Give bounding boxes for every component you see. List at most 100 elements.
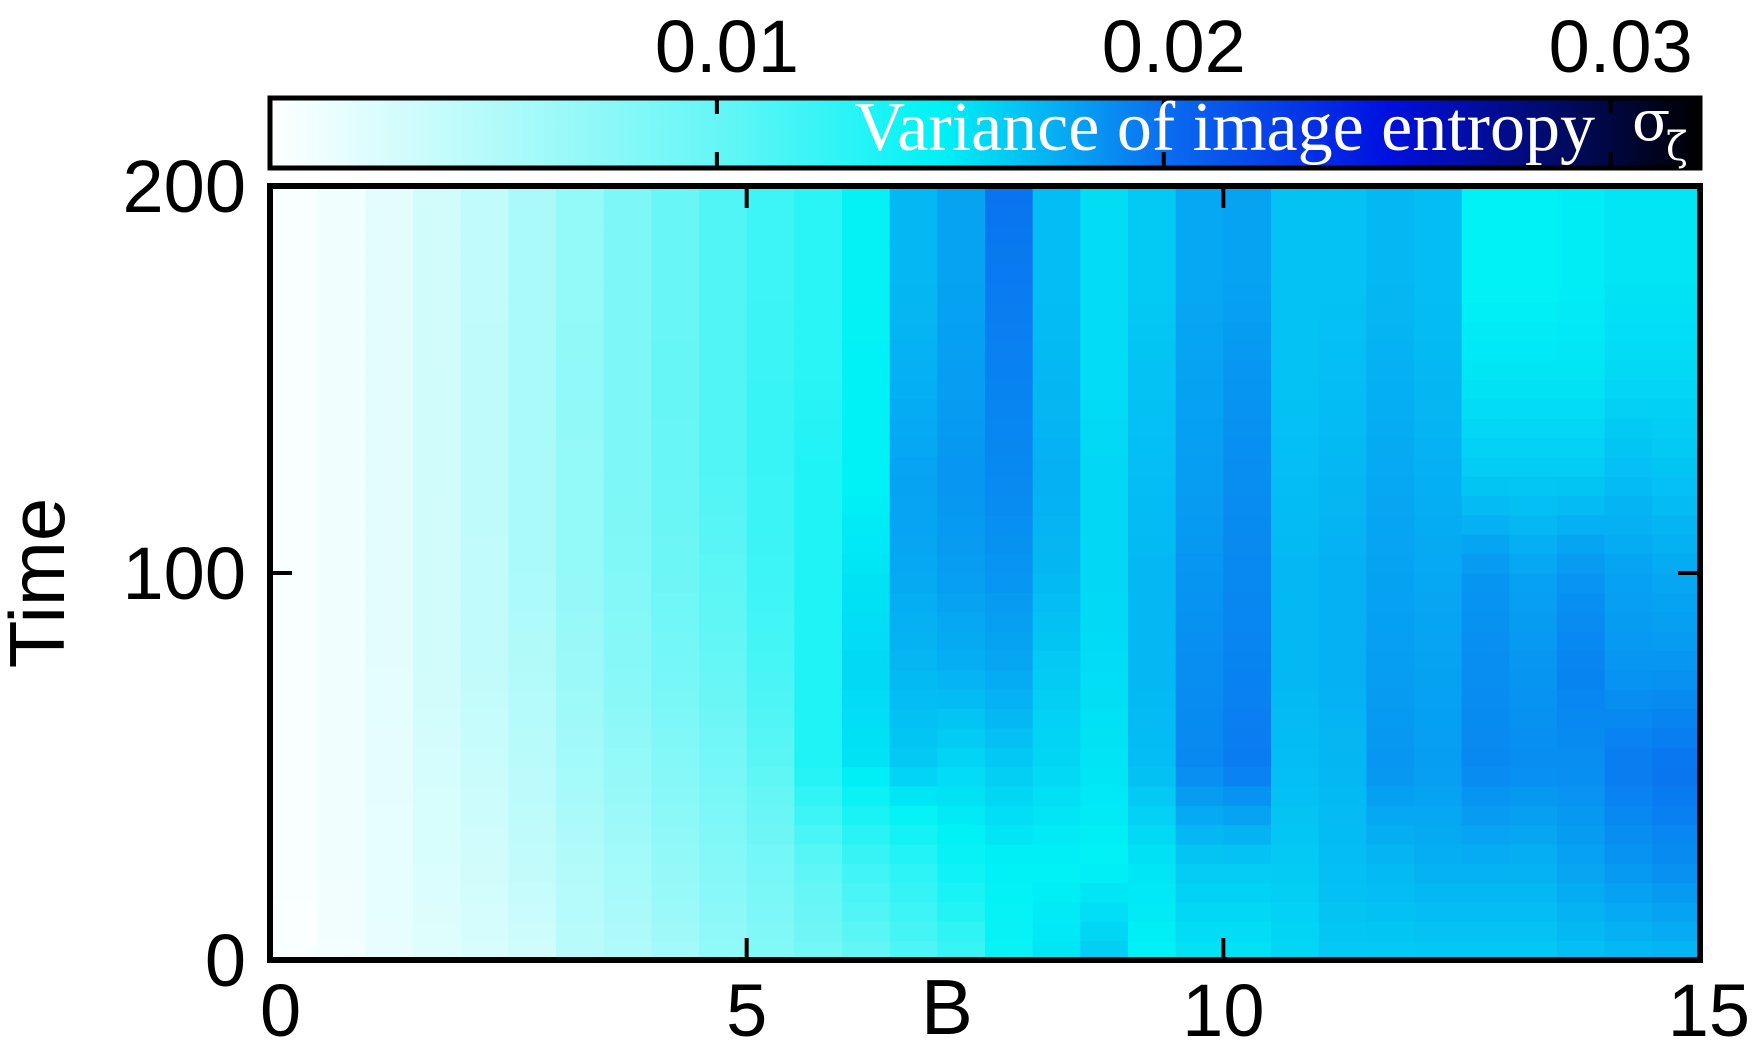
heatmap-cell	[556, 901, 605, 922]
heatmap-cell	[1223, 553, 1272, 574]
heatmap-cell	[985, 805, 1034, 826]
heatmap-cell	[317, 747, 366, 768]
heatmap-cell	[1414, 901, 1463, 922]
heatmap-cell	[937, 360, 986, 381]
heatmap-cell	[317, 708, 366, 729]
heatmap-cell	[1366, 244, 1415, 264]
heatmap-cell	[1414, 205, 1463, 226]
heatmap-cell	[1271, 224, 1320, 245]
y-tick-label: 200	[123, 145, 246, 228]
heatmap-cell	[413, 708, 462, 729]
heatmap-cell	[985, 437, 1034, 458]
heatmap-cell	[1128, 263, 1177, 284]
heatmap-cell	[1557, 379, 1606, 400]
heatmap-cell	[889, 747, 938, 768]
heatmap-cell	[985, 418, 1034, 439]
heatmap-cell	[1461, 398, 1510, 419]
heatmap-cell	[699, 379, 748, 400]
heatmap-cell	[1414, 379, 1463, 400]
heatmap-cell	[1652, 689, 1701, 710]
heatmap-cell	[1461, 940, 1510, 961]
heatmap-cell	[746, 437, 795, 458]
heatmap-cell	[746, 263, 795, 284]
heatmap-cell	[1652, 244, 1701, 264]
heatmap-cell	[460, 186, 509, 206]
heatmap-cell	[508, 940, 557, 961]
heatmap-cell	[1032, 398, 1081, 419]
heatmap-cell	[1461, 340, 1510, 361]
heatmap-cell	[270, 592, 319, 613]
heatmap-cell	[317, 553, 366, 574]
heatmap-cell	[508, 244, 557, 264]
heatmap-cell	[651, 882, 700, 903]
heatmap-cell	[460, 921, 509, 942]
heatmap-cell	[1318, 534, 1367, 555]
heatmap-cell	[460, 514, 509, 535]
heatmap-cell	[508, 553, 557, 574]
heatmap-cell	[1509, 495, 1558, 516]
heatmap-cell	[651, 689, 700, 710]
heatmap-cell	[842, 398, 891, 419]
heatmap-cell	[794, 456, 843, 477]
heatmap-cell	[413, 863, 462, 884]
heatmap-cell	[1080, 863, 1129, 884]
heatmap-cell	[270, 843, 319, 864]
heatmap-cell	[1032, 592, 1081, 613]
heatmap-cell	[842, 514, 891, 535]
heatmap-cell	[413, 456, 462, 477]
heatmap-cell	[270, 205, 319, 226]
heatmap-cell	[985, 534, 1034, 555]
heatmap-cell	[556, 553, 605, 574]
heatmap-cell	[413, 553, 462, 574]
heatmap-cell	[556, 379, 605, 400]
heatmap-cell	[1366, 360, 1415, 381]
heatmap-cell	[1557, 495, 1606, 516]
heatmap-cell	[842, 708, 891, 729]
heatmap-cell	[603, 398, 652, 419]
heatmap-cell	[1128, 863, 1177, 884]
heatmap-cell	[365, 244, 414, 264]
heatmap-cell	[1461, 534, 1510, 555]
heatmap-cell	[1557, 611, 1606, 632]
heatmap-cell	[889, 592, 938, 613]
heatmap-cell	[1271, 263, 1320, 284]
heatmap-cell	[1604, 843, 1653, 864]
heatmap-cell	[651, 940, 700, 961]
heatmap-cell	[1652, 302, 1701, 323]
heatmap-cell	[651, 631, 700, 651]
heatmap-cell	[1414, 863, 1463, 884]
heatmap-cell	[699, 398, 748, 419]
heatmap-cell	[794, 514, 843, 535]
heatmap-cell	[1175, 514, 1224, 535]
heatmap-cell	[794, 186, 843, 206]
heatmap-cell	[1366, 824, 1415, 845]
heatmap-cell	[1223, 534, 1272, 555]
heatmap-cell	[365, 727, 414, 748]
heatmap-cell	[937, 340, 986, 361]
y-axis-label: Time	[0, 498, 81, 668]
heatmap-cell	[746, 398, 795, 419]
heatmap-cell	[842, 650, 891, 671]
heatmap-cell	[1604, 631, 1653, 651]
heatmap-cell	[1461, 302, 1510, 323]
heatmap-cell	[317, 379, 366, 400]
heatmap-cell	[1652, 901, 1701, 922]
heatmap-cell	[1509, 224, 1558, 245]
heatmap-cell	[699, 418, 748, 439]
heatmap-cell	[508, 901, 557, 922]
heatmap-cell	[365, 882, 414, 903]
heatmap-cell	[1557, 418, 1606, 439]
heatmap-cell	[1414, 476, 1463, 497]
colorbar-gradient	[267, 95, 1703, 171]
heatmap-cell	[746, 205, 795, 226]
heatmap-cell	[603, 476, 652, 497]
heatmap-cell	[365, 592, 414, 613]
heatmap-cell	[508, 921, 557, 942]
heatmap-cell	[460, 882, 509, 903]
heatmap-cell	[365, 863, 414, 884]
heatmap-cell	[1366, 437, 1415, 458]
heatmap-cell	[1223, 495, 1272, 516]
heatmap-cell	[1557, 747, 1606, 768]
heatmap-cell	[937, 476, 986, 497]
